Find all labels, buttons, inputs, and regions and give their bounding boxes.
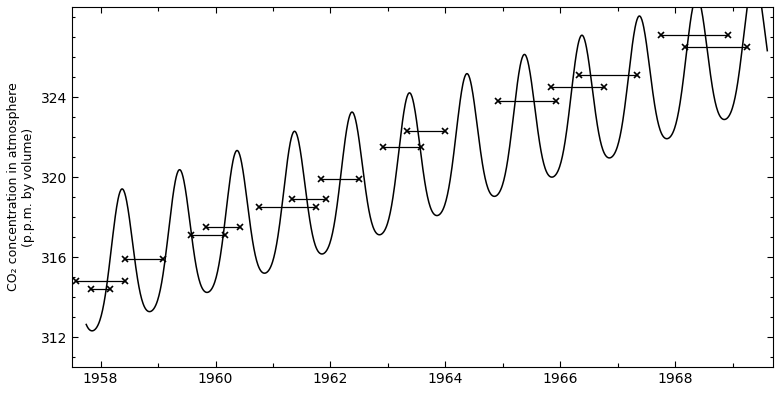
Y-axis label: CO₂ concentration in atmosphere
(p.p.m. by volume): CO₂ concentration in atmosphere (p.p.m. … [7,83,35,292]
